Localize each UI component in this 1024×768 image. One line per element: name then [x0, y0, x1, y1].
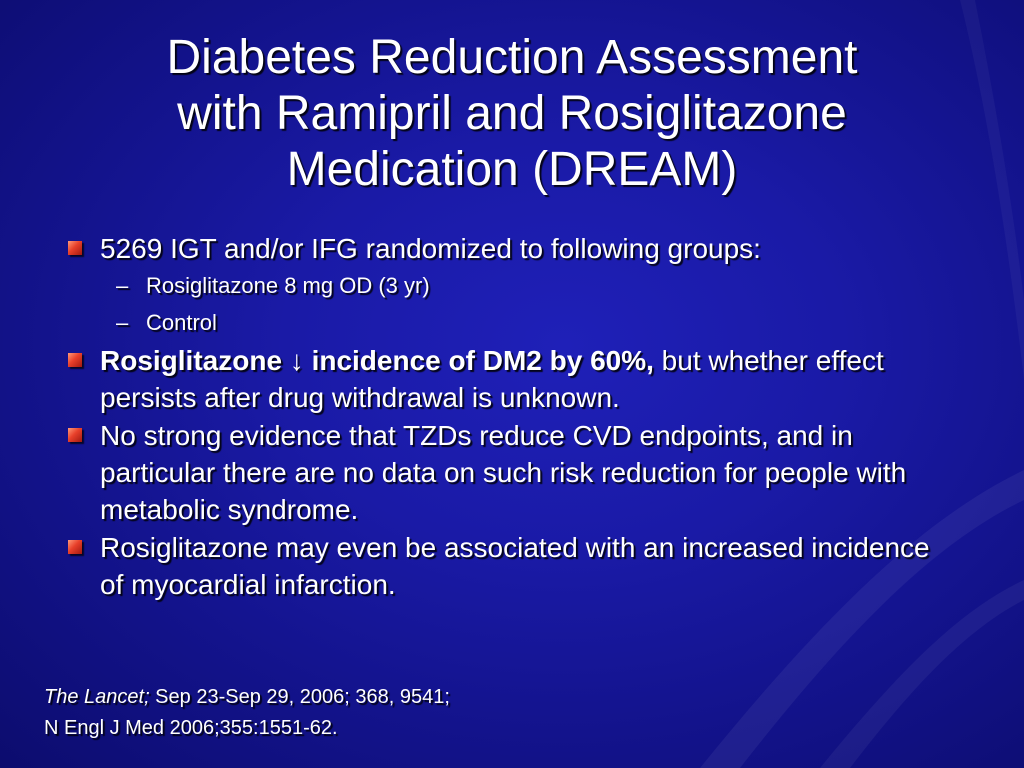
- title-line-1: Diabetes Reduction Assessment: [166, 31, 858, 84]
- slide-title: Diabetes Reduction Assessment with Ramip…: [60, 30, 964, 198]
- reference-line-1: The Lancet; Sep 23-Sep 29, 2006; 368, 95…: [44, 682, 450, 713]
- title-line-2: with Ramipril and Rosiglitazone: [177, 87, 847, 140]
- bullet-item-2: Rosiglitazone ↓ incidence of DM2 by 60%,…: [60, 342, 960, 416]
- sub-item-2-text: Control: [146, 310, 217, 335]
- bullet-4-text: Rosiglitazone may even be associated wit…: [100, 532, 930, 600]
- sub-dash-icon: –: [116, 273, 129, 298]
- sub-item-1: – Rosiglitazone 8 mg OD (3 yr): [60, 267, 960, 304]
- bullet-square-icon: [68, 353, 82, 367]
- bullet-square-icon: [68, 428, 82, 442]
- bullet-item-3: No strong evidence that TZDs reduce CVD …: [60, 417, 960, 528]
- bullet-item-1: 5269 IGT and/or IFG randomized to follow…: [60, 230, 960, 267]
- reference-line-1-details: Sep 23-Sep 29, 2006; 368, 9541;: [149, 686, 450, 708]
- bullet-3-text: No strong evidence that TZDs reduce CVD …: [100, 420, 907, 525]
- reference-journal-name: The Lancet;: [44, 686, 150, 708]
- reference-line-2: N Engl J Med 2006;355:1551-62.: [44, 717, 338, 739]
- sub-item-2: – Control: [60, 304, 960, 341]
- bullet-2-text: but whether effect persists after drug w…: [100, 345, 884, 413]
- title-line-3: Medication (DREAM): [286, 143, 738, 196]
- bullet-1-text: 5269 IGT and/or IFG randomized to follow…: [100, 233, 761, 264]
- references: The Lancet; Sep 23-Sep 29, 2006; 368, 95…: [44, 682, 450, 744]
- sub-dash-icon: –: [116, 310, 129, 335]
- sub-item-1-text: Rosiglitazone 8 mg OD (3 yr): [146, 273, 430, 298]
- bullet-square-icon: [68, 540, 82, 554]
- bullet-list: 5269 IGT and/or IFG randomized to follow…: [60, 230, 960, 603]
- bullet-square-icon: [68, 241, 82, 255]
- bullet-2-bold-text: Rosiglitazone ↓ incidence of DM2 by 60%,: [100, 345, 654, 376]
- bullet-item-4: Rosiglitazone may even be associated wit…: [60, 529, 960, 603]
